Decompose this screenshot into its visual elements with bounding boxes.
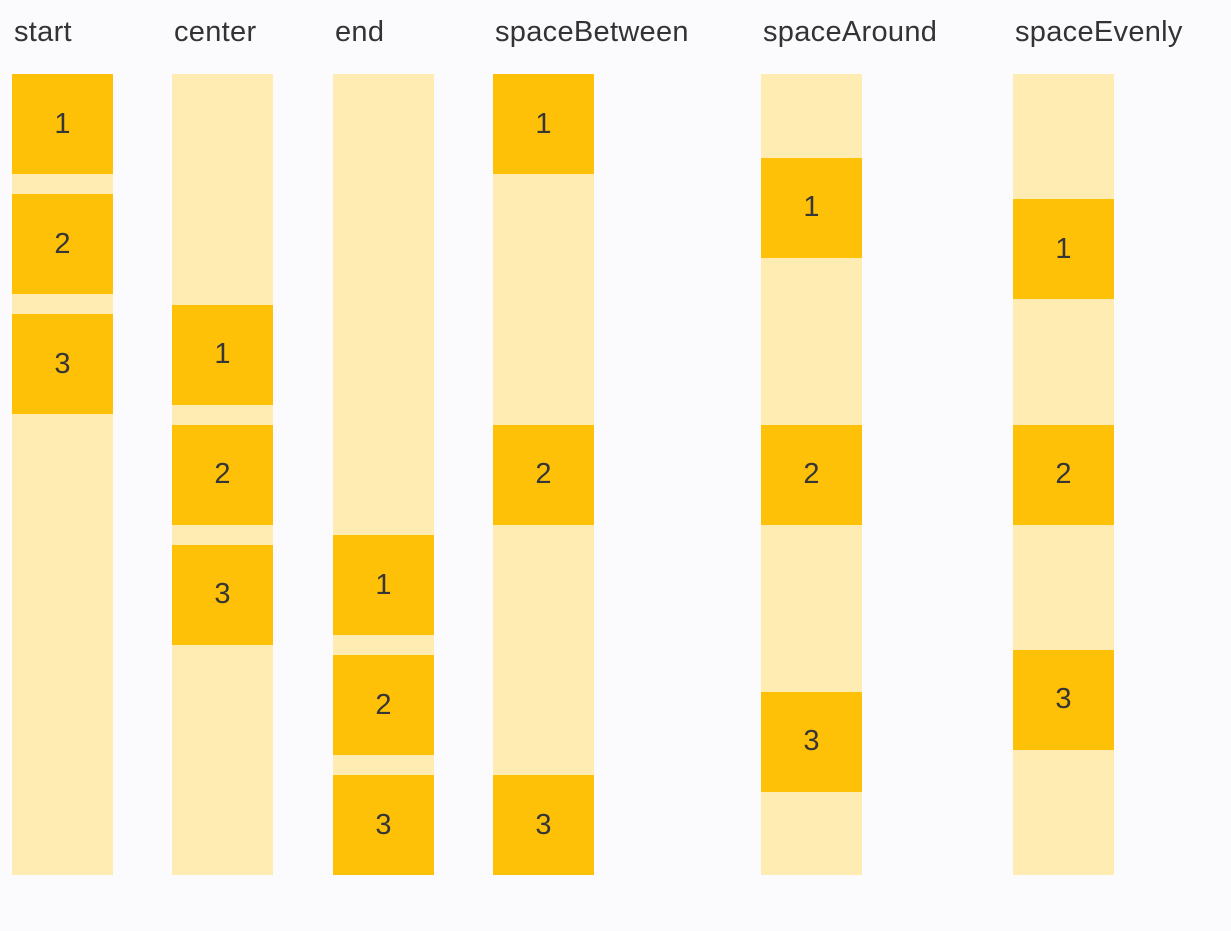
demo-box: 3 bbox=[761, 691, 862, 792]
demo-label: spaceAround bbox=[763, 16, 938, 48]
demo-label: spaceBetween bbox=[495, 16, 689, 48]
box-number: 2 bbox=[54, 227, 71, 260]
box-number: 2 bbox=[803, 458, 820, 490]
demo-label: end bbox=[335, 16, 385, 48]
demo-box: 1 bbox=[172, 304, 273, 405]
demo-box: 2 bbox=[333, 655, 434, 755]
demo-label: center bbox=[174, 16, 257, 48]
demo-box: 3 bbox=[493, 775, 594, 875]
box-number: 3 bbox=[803, 725, 820, 757]
box-number: 2 bbox=[375, 688, 392, 721]
demo-box: 1 bbox=[761, 157, 862, 258]
box-number: 1 bbox=[803, 191, 820, 223]
demo-box: 2 bbox=[761, 424, 862, 525]
demo-box: 2 bbox=[493, 424, 594, 525]
box-number: 3 bbox=[375, 808, 392, 841]
box-number: 3 bbox=[1055, 683, 1072, 716]
box-number: 2 bbox=[214, 458, 231, 490]
demo-track: 1 2 3 bbox=[1013, 74, 1114, 875]
demo-column: spaceAround 1 2 3 bbox=[761, 14, 937, 875]
demo-track: 1 2 3 bbox=[761, 74, 862, 875]
demo-box: 3 bbox=[12, 314, 113, 414]
demo-box: 1 bbox=[1013, 199, 1114, 300]
box-number: 2 bbox=[1055, 458, 1072, 490]
demo-column: spaceBetween 1 2 3 bbox=[493, 14, 689, 875]
demo-track: 1 2 3 bbox=[172, 74, 273, 875]
demo-box: 3 bbox=[333, 775, 434, 875]
demo-column: start 1 2 3 bbox=[12, 14, 113, 875]
demo-track: 1 2 3 bbox=[333, 74, 434, 875]
demo-box: 1 bbox=[12, 74, 113, 174]
box-number: 3 bbox=[535, 808, 552, 841]
box-number: 1 bbox=[1055, 232, 1072, 265]
demo-box: 3 bbox=[172, 544, 273, 645]
demo-box: 2 bbox=[12, 194, 113, 294]
demo-track: 1 2 3 bbox=[493, 74, 594, 875]
demo-track: 1 2 3 bbox=[12, 74, 113, 875]
demo-label: spaceEvenly bbox=[1015, 16, 1183, 48]
demo-box: 3 bbox=[1013, 649, 1114, 750]
demo-box: 2 bbox=[172, 424, 273, 525]
demo-box: 1 bbox=[493, 74, 594, 174]
demo-column: end 1 2 3 bbox=[333, 14, 434, 875]
box-number: 1 bbox=[375, 568, 392, 601]
box-number: 3 bbox=[214, 578, 231, 610]
demo-box: 2 bbox=[1013, 424, 1114, 525]
box-number: 1 bbox=[54, 107, 71, 140]
demo-box: 1 bbox=[333, 535, 434, 635]
box-number: 1 bbox=[535, 107, 552, 140]
demo-column: spaceEvenly 1 2 3 bbox=[1013, 14, 1183, 875]
box-number: 3 bbox=[54, 347, 71, 380]
demo-column: center 1 2 3 bbox=[172, 14, 273, 875]
box-number: 1 bbox=[214, 338, 231, 370]
demo-label: start bbox=[14, 16, 72, 48]
box-number: 2 bbox=[535, 458, 552, 490]
